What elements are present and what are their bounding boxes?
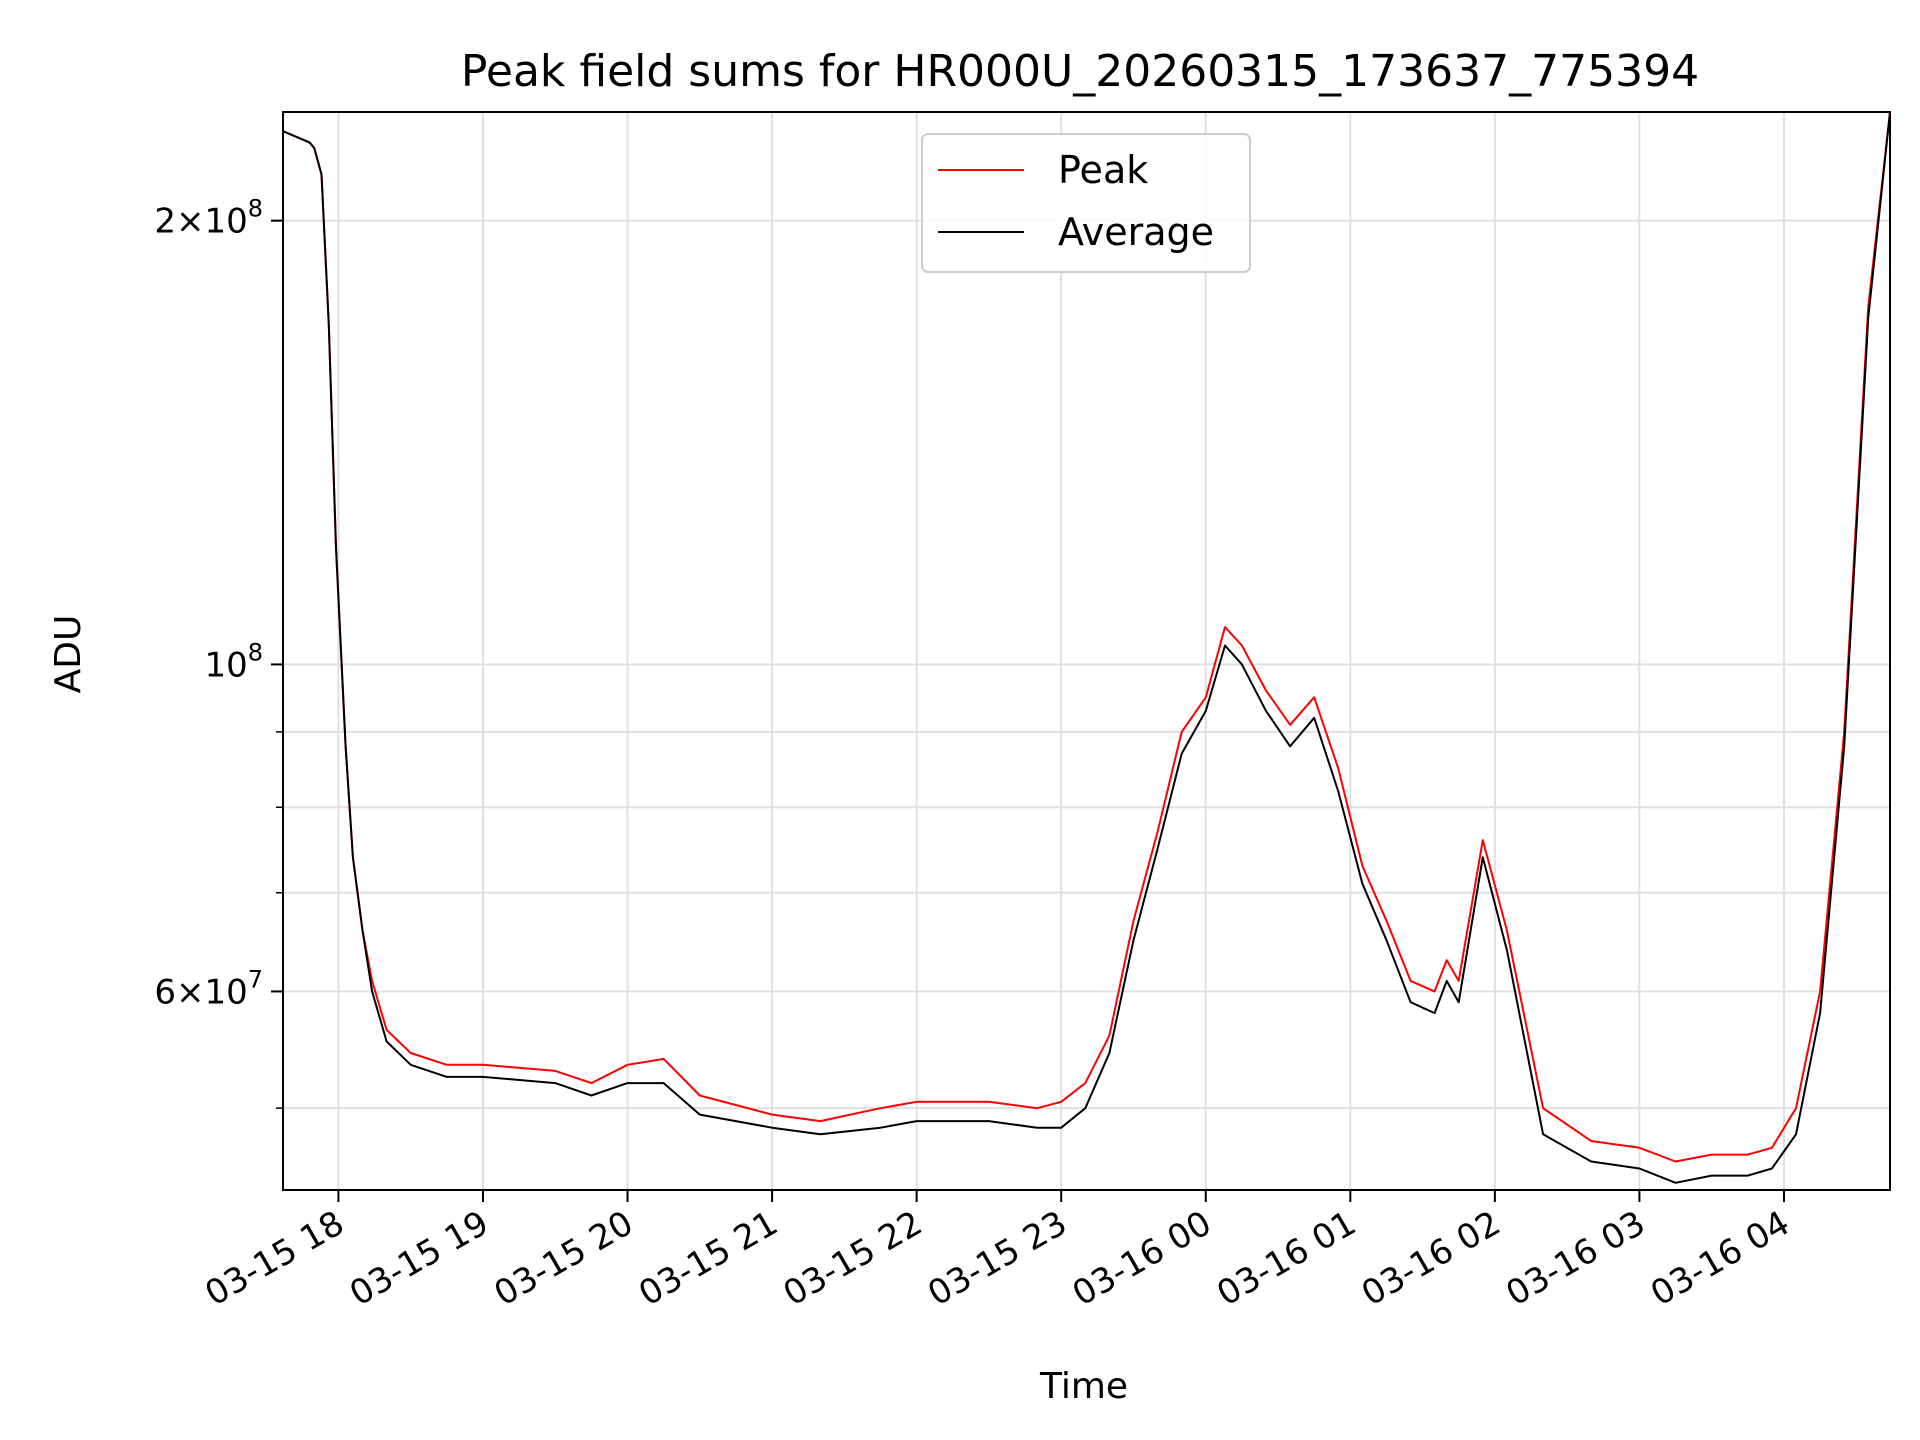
y-tick-label: 2×108	[154, 195, 263, 242]
y-tick-base: 10	[204, 645, 247, 685]
legend-label-average: Average	[1058, 210, 1214, 254]
chart-title: Peak field sums for HR000U_20260315_1736…	[461, 46, 1699, 97]
y-tick-exponent: 8	[248, 195, 263, 223]
y-tick-times: ×	[176, 972, 205, 1012]
series-layer	[283, 112, 1890, 1184]
legend-box	[921, 133, 1251, 273]
plot-frame	[282, 111, 1891, 1191]
y-tick-base: 10	[204, 202, 247, 242]
y-tick-times: ×	[176, 202, 205, 242]
y-tick-exponent: 7	[248, 965, 263, 993]
legend: Peak Average	[921, 133, 1251, 273]
y-tick-base: 10	[204, 972, 247, 1012]
y-axis-title: ADU	[48, 615, 89, 694]
y-tick-mantissa: 2	[154, 202, 176, 242]
legend-label-peak: Peak	[1058, 148, 1148, 192]
x-axis-title: Time	[1039, 1366, 1128, 1407]
y-tick-label: 6×107	[154, 965, 263, 1012]
y-tick-label: 108	[204, 638, 263, 685]
series-line-peak	[283, 112, 1890, 1163]
y-tick-mantissa: 6	[154, 972, 176, 1012]
series-line-average	[283, 112, 1890, 1184]
grid	[283, 112, 1890, 1190]
y-tick-exponent: 8	[248, 638, 263, 666]
